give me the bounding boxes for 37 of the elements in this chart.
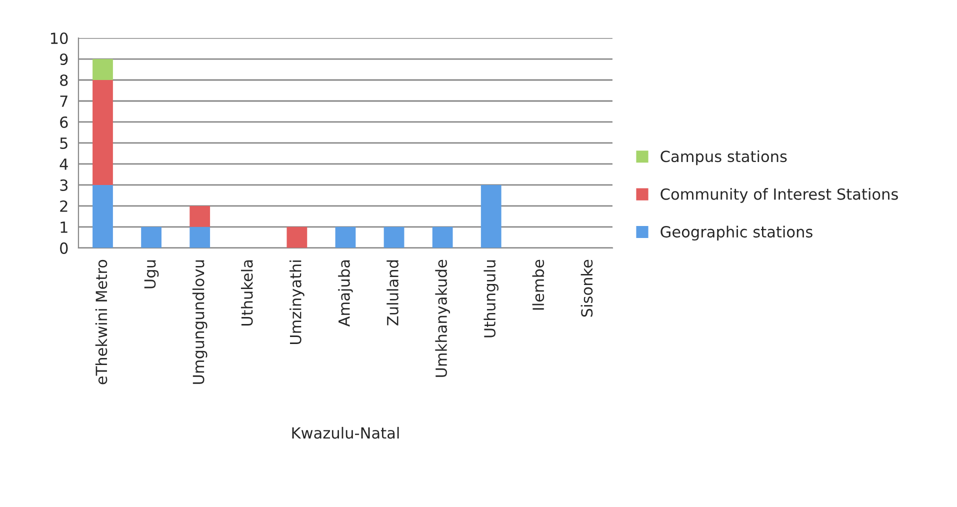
- x-axis-title: Kwazulu-Natal: [292, 426, 399, 439]
- y-tick-label: 5: [60, 138, 68, 149]
- bar: [286, 226, 308, 248]
- x-tick-label: Umkhanyakude: [435, 260, 450, 377]
- legend-label: Geographic stations: [660, 226, 812, 241]
- x-tick-label: Umgungundlovu: [192, 260, 208, 384]
- y-tick-label: 3: [60, 179, 68, 191]
- y-tick-label: 4: [60, 158, 68, 170]
- x-tick-label: Amajuba: [338, 260, 353, 327]
- y-tick-label: 1: [60, 222, 68, 233]
- x-tick-label: Sisonke: [580, 260, 593, 317]
- x-tick-label: Umzinyathi: [290, 260, 304, 344]
- bar: [335, 226, 356, 248]
- bar: [384, 226, 404, 248]
- bar: [141, 226, 162, 248]
- y-tick-label: 2: [60, 200, 68, 212]
- bar: [92, 80, 113, 185]
- y-tick-label: 6: [60, 116, 68, 128]
- legend-label: Community of Interest Stations: [660, 188, 898, 203]
- x-tick-label: Ilembe: [532, 260, 544, 310]
- x-tick-label: Zululand: [386, 260, 398, 326]
- x-tick-label: eThekwini Metro: [95, 260, 108, 384]
- x-tick-label: Ugu: [144, 260, 159, 288]
- x-tick-label: Uthungulu: [484, 260, 499, 338]
- bar: [432, 226, 453, 248]
- x-tick-label: Uthukela: [240, 260, 253, 326]
- y-tick-label: 7: [60, 96, 68, 107]
- y-tick-label: 0: [60, 242, 68, 254]
- bar: [480, 184, 502, 248]
- y-tick-label: 8: [60, 74, 68, 86]
- bar: [190, 226, 210, 248]
- bar: [92, 59, 113, 80]
- legend-label: Campus stations: [660, 150, 787, 166]
- bar: [92, 184, 113, 248]
- y-tick-label: 9: [60, 53, 68, 66]
- y-tick-label: 10: [50, 32, 68, 44]
- bar: [190, 206, 210, 227]
